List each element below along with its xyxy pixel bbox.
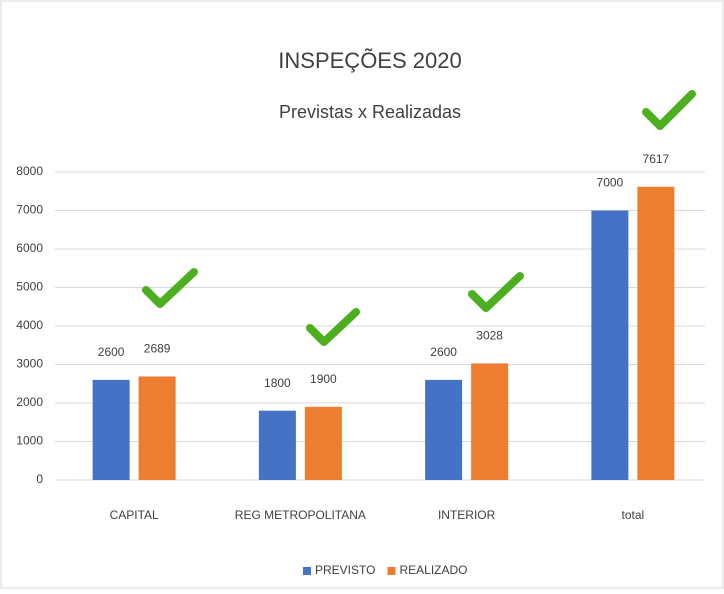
y-tick-label: 1000 bbox=[16, 434, 43, 448]
chart-title: INSPEÇÕES 2020 bbox=[278, 48, 461, 73]
check-icon bbox=[468, 272, 524, 312]
y-tick-label: 6000 bbox=[16, 241, 43, 255]
bar bbox=[138, 376, 176, 480]
x-tick-label: total bbox=[622, 508, 645, 522]
data-label: 2689 bbox=[144, 342, 171, 356]
data-label: 2600 bbox=[98, 345, 125, 359]
data-label: 1900 bbox=[310, 372, 337, 386]
legend-swatch bbox=[387, 567, 396, 575]
bar bbox=[471, 363, 509, 480]
y-tick-label: 0 bbox=[36, 472, 43, 486]
bar bbox=[304, 406, 342, 480]
check-icons bbox=[142, 90, 696, 346]
check-icon bbox=[642, 90, 696, 130]
check-icon bbox=[306, 308, 360, 346]
data-label: 2600 bbox=[430, 345, 457, 359]
check-icon bbox=[142, 268, 198, 308]
bar bbox=[92, 379, 130, 480]
y-tick-label: 2000 bbox=[16, 395, 43, 409]
bar bbox=[637, 186, 675, 481]
y-tick-label: 5000 bbox=[16, 280, 43, 294]
chart-subtitle: Previstas x Realizadas bbox=[279, 102, 461, 122]
data-label: 1800 bbox=[264, 376, 291, 390]
legend-label: PREVISTO bbox=[315, 563, 375, 577]
data-label: 3028 bbox=[476, 329, 503, 343]
y-tick-label: 4000 bbox=[16, 318, 43, 332]
x-tick-label: INTERIOR bbox=[438, 508, 496, 522]
y-tick-label: 8000 bbox=[16, 164, 43, 178]
legend-swatch bbox=[303, 567, 311, 575]
y-tick-label: 7000 bbox=[16, 203, 43, 217]
bar bbox=[425, 379, 463, 480]
data-label: 7617 bbox=[643, 152, 670, 166]
x-tick-label: CAPITAL bbox=[110, 508, 159, 522]
data-label: 7000 bbox=[597, 176, 624, 190]
bar bbox=[591, 210, 629, 480]
legend-label: REALIZADO bbox=[399, 563, 467, 577]
x-tick-label: REG METROPOLITANA bbox=[235, 508, 366, 522]
y-tick-label: 3000 bbox=[16, 357, 43, 371]
bar bbox=[258, 410, 296, 480]
